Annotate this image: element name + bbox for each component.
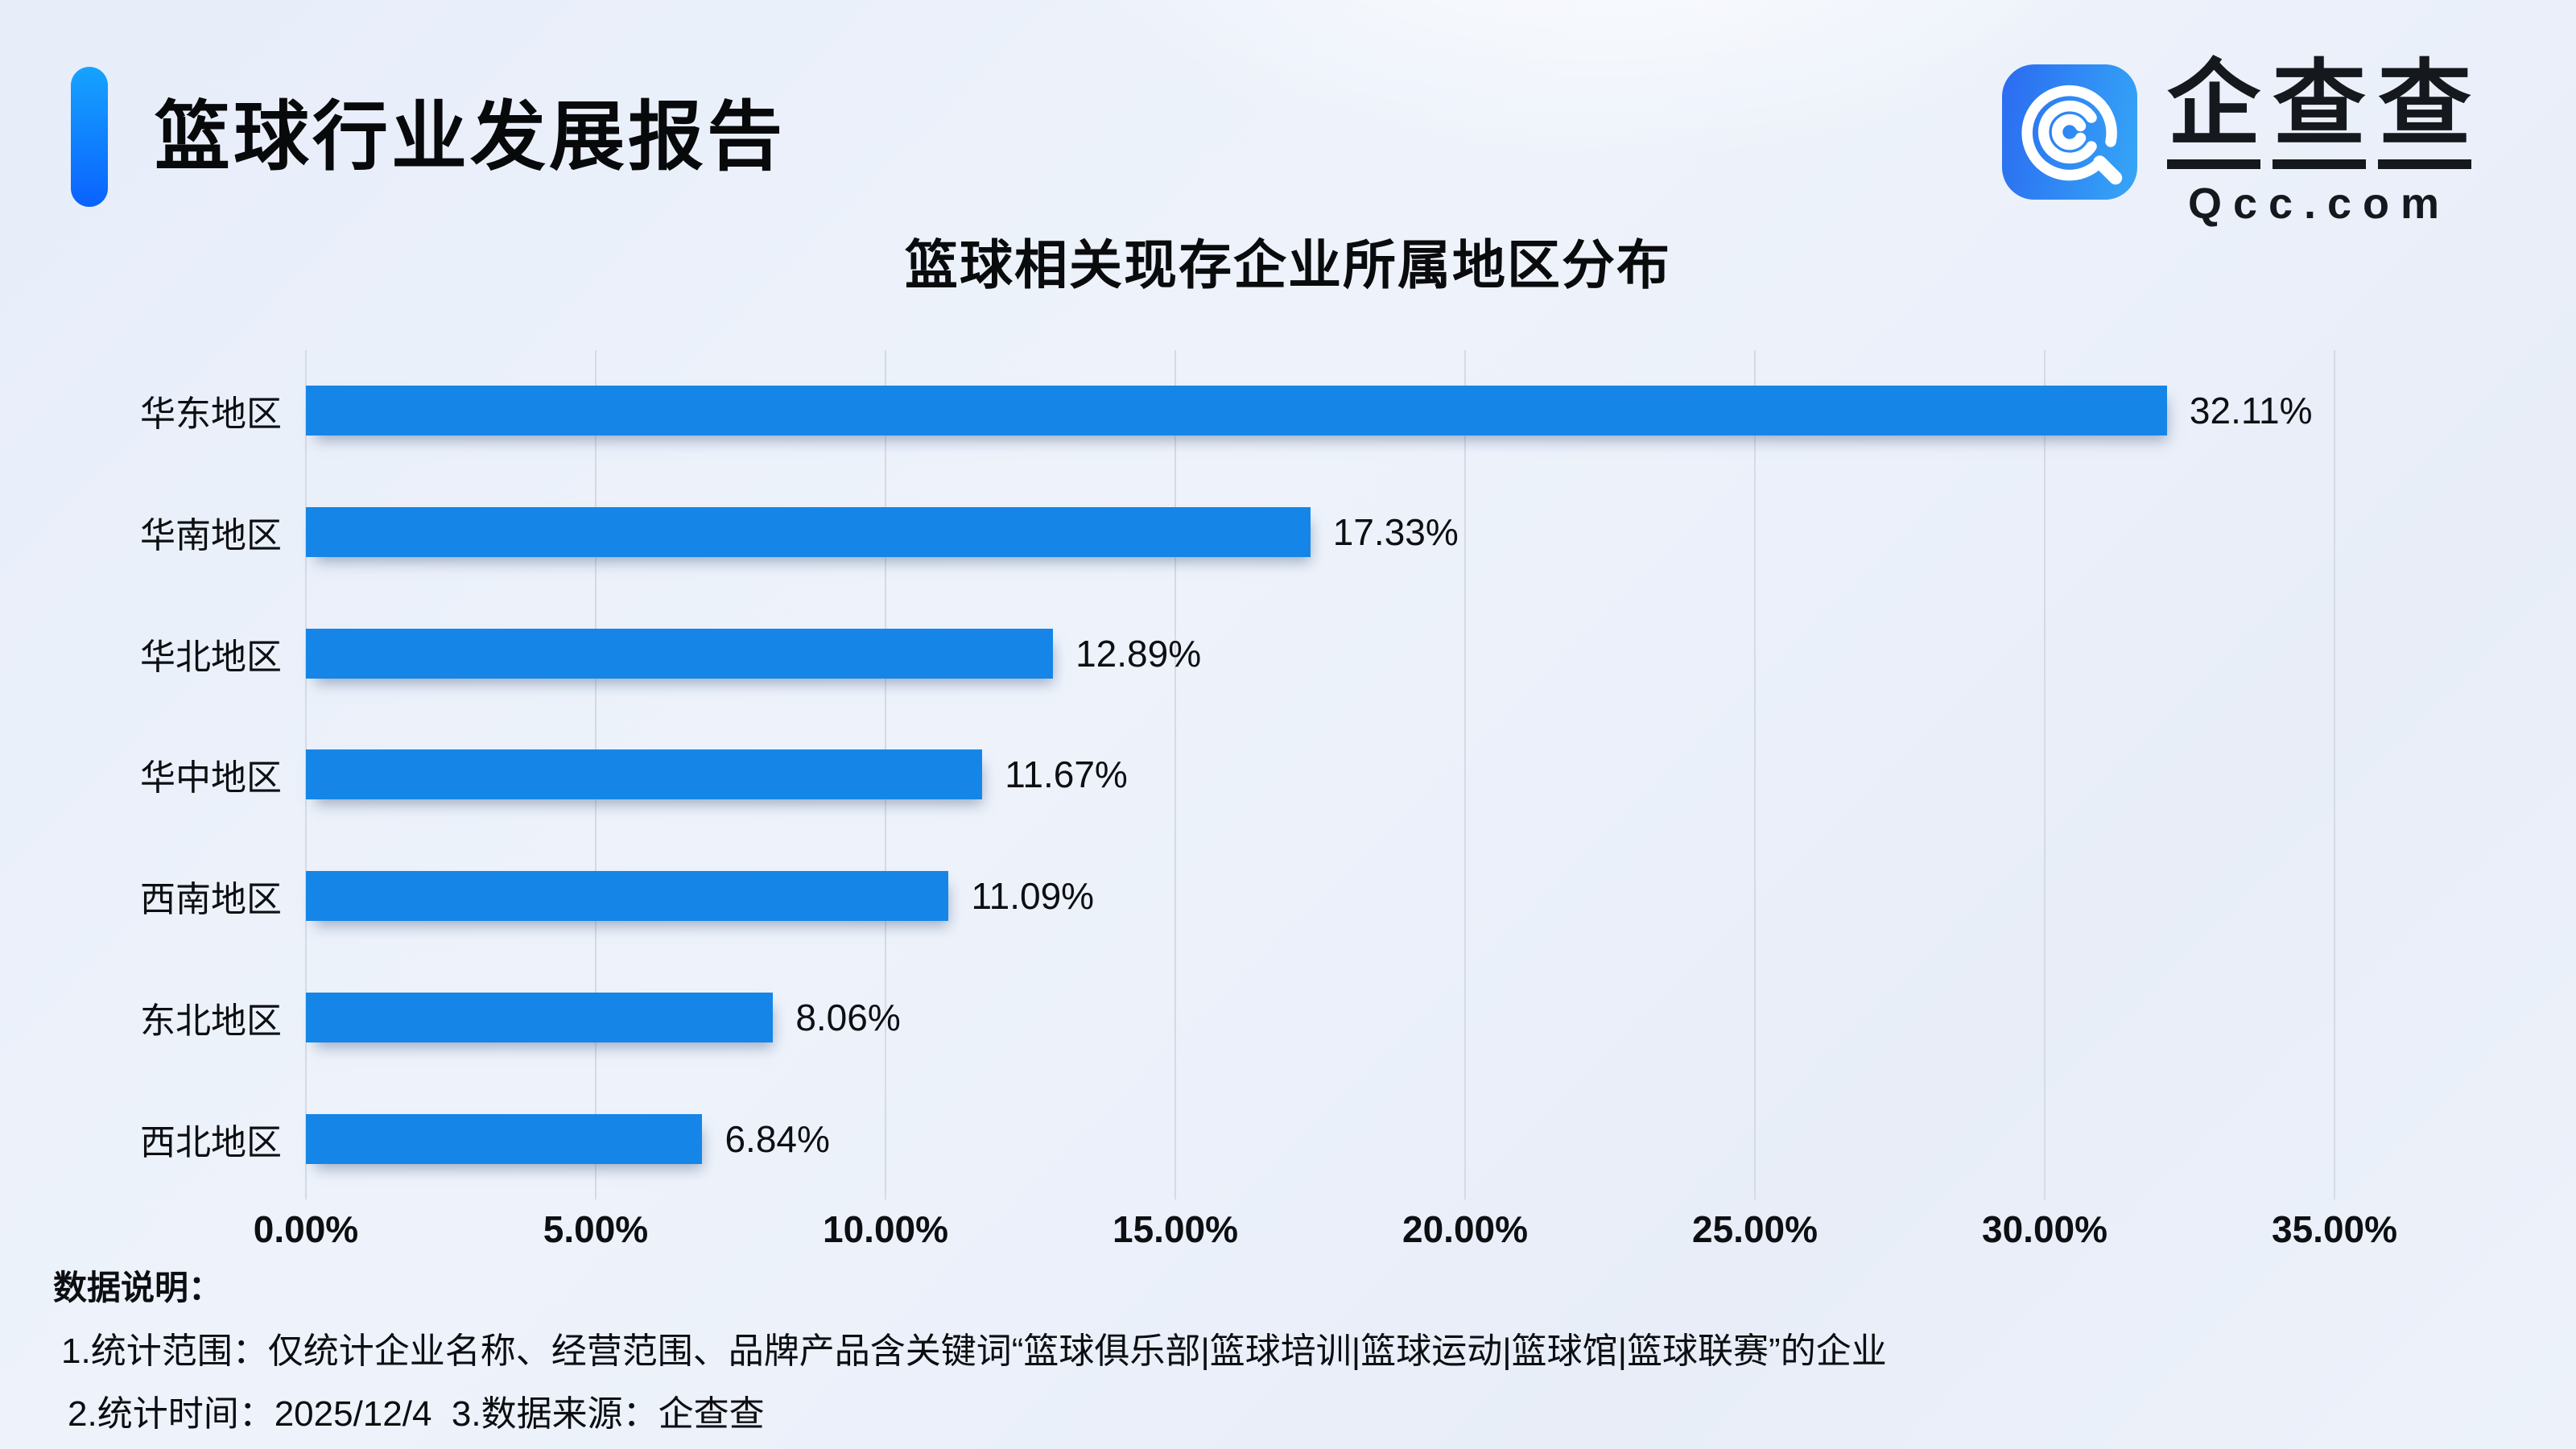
bar [306,386,2167,436]
brand-char: 企 [2167,52,2260,169]
bar-row: 西北地区 6.84% [140,1113,2334,1164]
bar-value-label: 32.11% [2189,390,2313,432]
bar-value-label: 12.89% [1075,632,1202,675]
x-axis-tick-label: 25.00% [1691,1208,1818,1250]
qcc-domain: Qcc.com [2187,179,2451,228]
y-axis-label: 华北地区 [140,637,282,677]
x-axis-tick-label: 30.00% [1981,1208,2108,1250]
title-accent-bar [71,67,108,207]
bar-value-label: 11.67% [1005,753,1128,796]
bar [306,1113,703,1164]
gridline [2044,350,2046,1199]
qcc-logo-text: 企 查 查 Qcc.com [2167,52,2471,229]
gridline [1754,350,1756,1199]
bar [306,749,983,800]
x-axis-tick-label: 20.00% [1402,1208,1529,1250]
y-axis-label: 西南地区 [140,880,282,920]
data-notes-date-source: 2.统计时间：2025/12/4 3.数据来源：企查查 [68,1394,765,1434]
bar-row: 东北地区 8.06% [140,992,2334,1042]
gridline [1464,350,1466,1199]
bar-row: 华中地区 11.67% [140,749,2334,800]
x-axis-tick-label: 10.00% [822,1208,949,1250]
x-axis-tick-label: 5.00% [543,1208,649,1250]
chart-title: 篮球相关现存企业所属地区分布 [905,235,1671,295]
x-axis-tick-label: 15.00% [1112,1208,1239,1250]
y-axis-label: 华中地区 [140,758,282,799]
gridline [2334,350,2335,1199]
qcc-magnifier-icon [2021,85,2123,185]
qcc-logo-icon [2002,64,2137,200]
y-axis-label: 东北地区 [140,1001,282,1041]
bar-rows: 华东地区 32.11% 华南地区 17.33% 华北地区 12.89% 华中地区… [140,350,2334,1199]
x-axis: 0.00% 5.00% 10.00% 15.00% 20.00% 25.00% … [254,1208,2397,1256]
gridline [1174,350,1176,1199]
report-title: 篮球行业发展报告 [155,94,786,179]
y-axis-label: 西北地区 [140,1122,282,1162]
x-axis-tick-label: 0.00% [253,1208,359,1250]
qcc-brand-name: 企 查 查 [2167,52,2471,169]
bar-value-label: 8.06% [795,996,901,1038]
bar-value-label: 17.33% [1332,511,1459,554]
bar-row: 华东地区 32.11% [140,386,2334,436]
bar-row: 西南地区 11.09% [140,871,2334,922]
data-notes-heading: 数据说明： [53,1269,223,1307]
y-axis-label: 华东地区 [140,394,282,435]
bar-value-label: 11.09% [971,875,1095,918]
bar [306,992,774,1042]
bar [306,507,1311,558]
bar-row: 华北地区 12.89% [140,628,2334,679]
bar-row: 华南地区 17.33% [140,507,2334,558]
bar-value-label: 6.84% [724,1117,830,1160]
bar [306,628,1054,679]
y-axis-label: 华南地区 [140,516,282,556]
data-notes-scope: 1.统计范围：仅统计企业名称、经营范围、品牌产品含关键词“篮球俱乐部|篮球培训|… [61,1331,1887,1371]
bar-chart-plot-area: 华东地区 32.11% 华南地区 17.33% 华北地区 12.89% 华中地区… [140,350,2335,1199]
bar [306,871,949,922]
x-axis-tick-label: 35.00% [2271,1208,2398,1250]
brand-char: 查 [2378,52,2471,169]
brand-char: 查 [2273,52,2366,169]
